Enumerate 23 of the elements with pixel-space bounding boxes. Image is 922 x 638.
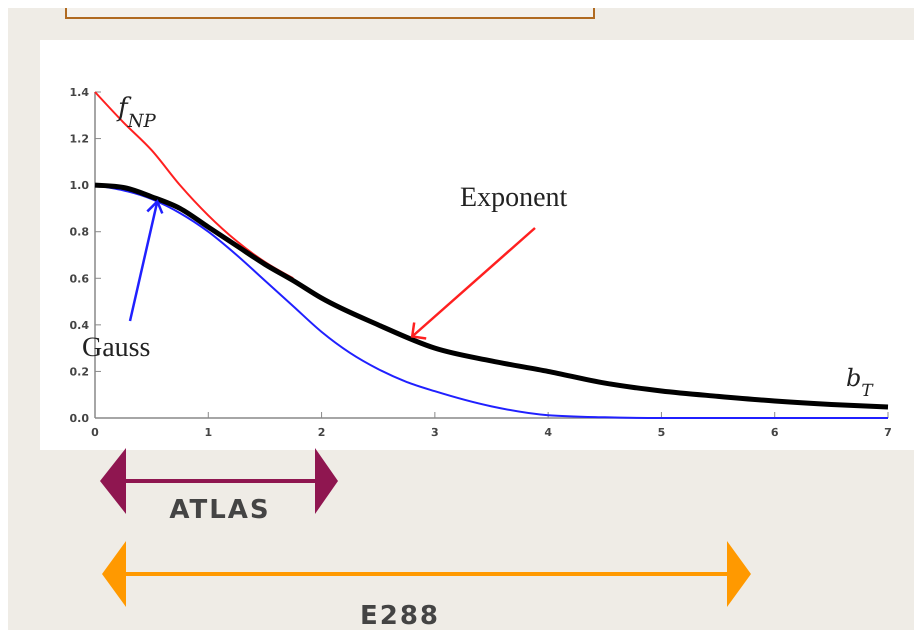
y-tick-label: 0.2 — [70, 365, 89, 378]
x-axis-title: b$_{T}$ — [846, 364, 874, 400]
y-tick-label: 0.0 — [70, 412, 90, 425]
text: ATLAS — [169, 495, 271, 525]
x-tick-label: 0 — [91, 426, 100, 439]
y-tick-label: 0.4 — [70, 318, 90, 332]
annotation: Gauss — [82, 332, 150, 363]
line-series — [94, 91, 294, 280]
annotation: Exponent — [460, 182, 568, 213]
y-tick-label: 1.0 — [70, 179, 90, 192]
x-tick-label: 4 — [544, 426, 552, 439]
x-tick-label: 2 — [318, 426, 326, 439]
y-tick-label: 1.4 — [70, 86, 90, 99]
y-tick-label: 1.2 — [70, 132, 89, 146]
x-tick-label: 3 — [431, 426, 439, 439]
y-axis-title: f$_{NP}$ — [116, 93, 157, 132]
text: E288 — [360, 601, 440, 631]
x-tick-label: 1 — [204, 426, 212, 439]
y-tick-label: 0.8 — [70, 226, 89, 239]
y-tick-label: 0.6 — [70, 272, 90, 286]
x-tick-label: 7 — [884, 426, 892, 439]
x-tick-label: 6 — [770, 426, 779, 439]
x-tick-label: 5 — [658, 426, 666, 439]
